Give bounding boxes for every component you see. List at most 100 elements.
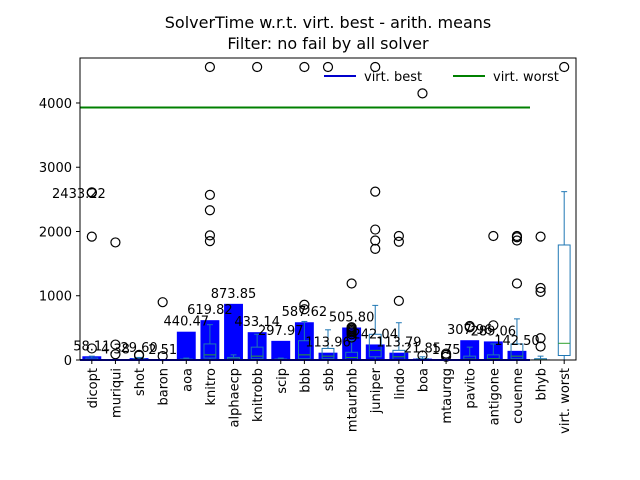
bar-value-label-11: 505.80 [329, 310, 375, 325]
outlier-14-1 [417, 88, 428, 99]
x-tick-label-10: sbb [322, 368, 337, 391]
x-tick-label-16: pavito [464, 368, 479, 409]
y-tick-label-2: 2000 [39, 225, 72, 240]
x-tick-label-20: virt. worst [558, 368, 573, 434]
outlier-12-1 [370, 235, 381, 246]
x-tick-label-12: juniper [369, 367, 384, 414]
bar-value-label-9: 587.62 [282, 305, 328, 320]
outlier-19-3 [535, 282, 546, 294]
bar-value-label-5: 619.82 [187, 303, 233, 318]
x-tick-label-6: alphaecp [228, 368, 243, 427]
bar-18 [507, 350, 527, 360]
outlier-9-2 [299, 61, 310, 73]
outlier-17-0 [488, 320, 499, 331]
y-tick-label-3: 3000 [39, 161, 72, 176]
outlier-10-0 [322, 61, 334, 73]
x-tick-label-13: lindo [393, 368, 408, 400]
x-tick-label-7: knitrobb [251, 368, 266, 422]
x-tick-label-0: dicopt [86, 368, 101, 408]
bar-value-label-7: 433.14 [234, 315, 280, 330]
bar-value-label-13: 113.79 [376, 336, 422, 351]
bar-value-label-16: 307.96 [447, 323, 493, 338]
outlier-1-2 [110, 237, 121, 248]
x-tick-label-2: shot [133, 368, 148, 396]
outlier-13-0 [393, 295, 404, 306]
x-tick-label-1: muriqui [109, 368, 124, 418]
bar-value-label-17: 289.06 [471, 324, 517, 339]
x-tick-label-14: boa [416, 368, 431, 392]
outlier-17-1 [488, 230, 499, 242]
box-7 [250, 346, 264, 360]
outlier-15-2 [440, 348, 452, 359]
x-tick-label-15: mtaurqg [440, 368, 455, 424]
outlier-9-1 [299, 299, 310, 310]
y-tick-label-4: 4000 [39, 97, 72, 112]
bar-value-label-3: 2.51 [148, 343, 177, 358]
y-tick-label-0: 0 [64, 354, 72, 369]
x-tick-label-11: mtaurbnb [346, 368, 361, 432]
outlier-19-1 [535, 333, 546, 344]
outlier-1-1 [110, 339, 121, 350]
chart-subtitle: Filter: no fail by all solver [227, 34, 429, 53]
outlier-19-0 [535, 341, 546, 352]
box-5 [203, 343, 217, 359]
bar-12 [365, 344, 385, 360]
legend: virt. best virt. worst [324, 70, 559, 85]
y-tick-label-1: 1000 [39, 290, 72, 305]
x-tick-label-9: bbb [298, 368, 313, 393]
x-tick-label-3: baron [157, 368, 172, 405]
outlier-16-1 [464, 320, 475, 332]
outlier-19-2 [535, 286, 546, 297]
bar-value-label-6: 873.85 [211, 287, 257, 302]
x-tick-label-17: antigone [487, 368, 502, 425]
x-tick-label-5: knitro [204, 368, 219, 406]
legend-label-virt-best: virt. best [364, 70, 422, 85]
bar-4 [176, 331, 196, 360]
x-tick-label-4: aoa [180, 368, 195, 392]
outlier-9-0 [299, 304, 310, 315]
bar-value-label-10: 113.96 [305, 336, 351, 351]
bar-value-label-15: 1.75 [432, 343, 461, 358]
outlier-11-6 [346, 322, 357, 333]
outlier-12-3 [370, 186, 381, 197]
bar-value-label-8: 297.97 [258, 324, 304, 339]
bar-8 [271, 340, 291, 360]
outlier-18-1 [511, 235, 523, 246]
box-10 [321, 347, 335, 360]
outlier-20-0 [559, 61, 570, 73]
x-tick-label-19: bhyb [535, 368, 550, 400]
outlier-5-4 [204, 61, 216, 73]
outlier-18-0 [511, 278, 523, 289]
bar-value-label-14: 21.85 [404, 342, 441, 357]
outlier-18-3 [511, 230, 523, 242]
bar-6 [224, 303, 243, 360]
bar-value-label-12: 242.04 [352, 327, 398, 342]
outlier-3-1 [157, 297, 168, 308]
outlier-5-1 [204, 230, 216, 241]
outlier-0-0 [86, 343, 97, 354]
bar-value-label-18: 142.50 [494, 334, 540, 349]
bar-value-label-2: 29.60 [120, 341, 157, 356]
bar-value-label-1: 4.38 [101, 343, 130, 358]
outlier-0-3 [86, 187, 97, 198]
box-18 [510, 343, 524, 360]
outlier-12-2 [370, 224, 381, 235]
outlier-5-0 [204, 236, 216, 247]
outlier-11-7 [346, 278, 357, 289]
outlier-7-0 [252, 61, 263, 73]
outlier-5-3 [204, 189, 216, 200]
bar-value-label-4: 440.47 [164, 315, 210, 330]
box-9 [297, 340, 311, 360]
bar-value-label-0: 58.11 [73, 339, 110, 354]
outlier-5-2 [204, 205, 216, 216]
annotation-0: 2433.22 [52, 187, 106, 202]
legend-label-virt-worst: virt. worst [493, 70, 559, 85]
outlier-1-0 [110, 349, 121, 360]
outlier-13-1 [393, 236, 404, 247]
x-tick-label-18: couenne [511, 368, 526, 424]
box-20 [557, 244, 571, 357]
x-tick-label-8: scip [275, 368, 290, 394]
outlier-13-2 [393, 230, 404, 242]
